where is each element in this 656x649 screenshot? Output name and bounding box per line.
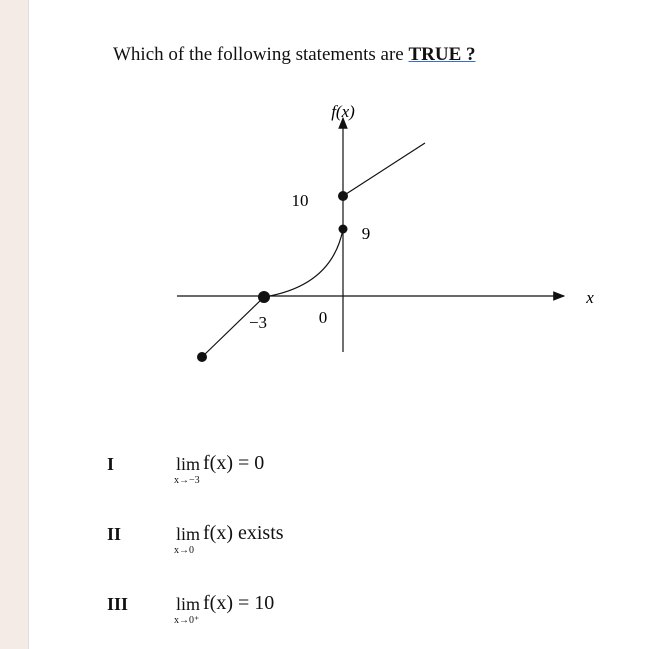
dot <box>258 291 270 303</box>
right-line <box>342 142 426 197</box>
x-label: x <box>585 288 594 307</box>
lim: lim <box>176 524 201 544</box>
label: 0 <box>319 308 328 327</box>
side-strip <box>0 0 29 649</box>
numeral: III <box>107 594 129 614</box>
lim-subscript: x→−3 <box>174 475 200 486</box>
question-emphasis: TRUE ? <box>408 44 476 65</box>
label: 10 <box>292 191 309 210</box>
lim: lim <box>176 454 201 474</box>
label: −3 <box>249 313 267 332</box>
label: 9 <box>362 224 371 243</box>
question-text: Which of the following statements are <box>113 44 409 65</box>
lim-subscript: x→0⁺ <box>174 615 200 626</box>
expression: f(x) exists <box>203 522 284 544</box>
expression: f(x) = 10 <box>203 592 275 614</box>
lim: lim <box>176 594 201 614</box>
left-line <box>201 296 265 358</box>
lim-subscript: x→0 <box>174 545 194 556</box>
question: Which of the following statements are TR… <box>113 44 476 66</box>
dot <box>197 352 207 362</box>
y-label: f(x) <box>331 102 355 121</box>
numeral: II <box>107 524 122 544</box>
dot <box>338 224 348 234</box>
expression: f(x) = 0 <box>203 452 265 474</box>
curve <box>263 228 344 298</box>
dot <box>338 191 348 201</box>
numeral: I <box>107 454 115 474</box>
